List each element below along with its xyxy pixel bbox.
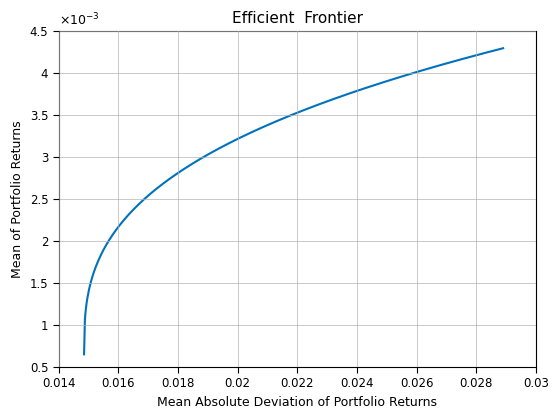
Title: Efficient  Frontier: Efficient Frontier xyxy=(232,11,363,26)
X-axis label: Mean Absolute Deviation of Portfolio Returns: Mean Absolute Deviation of Portfolio Ret… xyxy=(157,396,437,409)
Text: $\times10^{-3}$: $\times10^{-3}$ xyxy=(59,11,100,28)
Y-axis label: Mean of Portfolio Returns: Mean of Portfolio Returns xyxy=(11,121,24,278)
